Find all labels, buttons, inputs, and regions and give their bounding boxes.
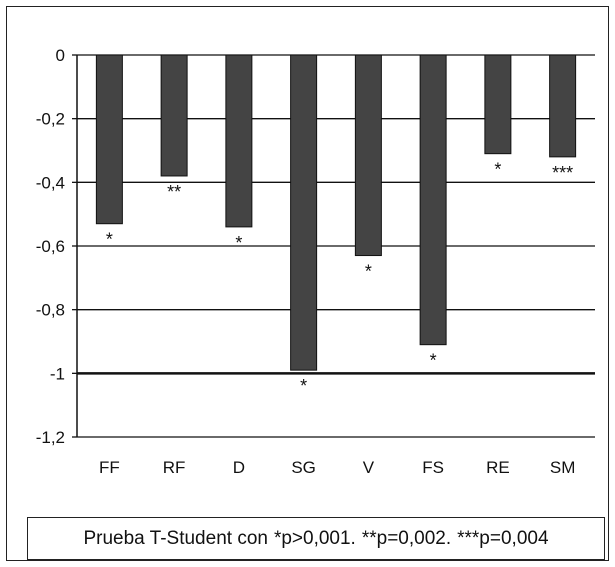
bar-V [354, 54, 382, 257]
significance-mark: ** [167, 182, 181, 202]
bar-SM [549, 54, 577, 158]
footnote-p2: **p=0,002. [361, 527, 452, 549]
y-tick-label: 0 [56, 46, 65, 65]
significance-mark: * [235, 233, 242, 253]
y-tick-label: -0,4 [36, 173, 65, 192]
footnote-p3: ***p=0,004 [457, 527, 549, 549]
x-tick-label: SM [550, 458, 576, 477]
grid-layer [72, 54, 595, 438]
bar-D [225, 54, 253, 228]
bar-layer [95, 54, 577, 371]
x-tick-label: RE [486, 458, 510, 477]
significance-mark: *** [552, 163, 573, 183]
label-layer: 0 -0,2 -0,4 -0,6 -0,8 -1 -1,2 * FF ** RF * D * SG * V * FS… [36, 46, 576, 477]
bar-FF [95, 54, 123, 225]
footnote-p1: *p>0,001. [273, 527, 356, 549]
figure-frame: 0 -0,2 -0,4 -0,6 -0,8 -1 -1,2 * FF ** RF * D * SG * V * FS… [6, 6, 609, 561]
significance-mark: * [300, 376, 307, 396]
significance-mark: * [365, 262, 372, 282]
bar-FS [419, 54, 447, 346]
x-tick-label: FS [422, 458, 444, 477]
footnote-prefix: Prueba T-Student con [83, 527, 268, 549]
bar-RF [160, 54, 188, 177]
y-tick-label: -1 [50, 364, 65, 383]
bar-chart: 0 -0,2 -0,4 -0,6 -0,8 -1 -1,2 * FF ** RF * D * SG * V * FS… [36, 46, 595, 477]
y-tick-label: -1,2 [36, 428, 65, 447]
y-tick-label: -0,6 [36, 237, 65, 256]
x-tick-label: D [233, 458, 245, 477]
significance-mark: * [494, 160, 501, 180]
y-tick-label: -0,2 [36, 110, 65, 129]
significance-mark: * [430, 351, 437, 371]
x-tick-label: RF [163, 458, 186, 477]
x-tick-label: FF [99, 458, 120, 477]
y-tick-label: -0,8 [36, 301, 65, 320]
x-tick-label: V [363, 458, 375, 477]
footnote-box: Prueba T-Student con *p>0,001. **p=0,002… [27, 517, 605, 560]
x-tick-label: SG [291, 458, 316, 477]
bar-RE [484, 54, 512, 155]
bar-SG [290, 54, 318, 371]
significance-mark: * [106, 230, 113, 250]
